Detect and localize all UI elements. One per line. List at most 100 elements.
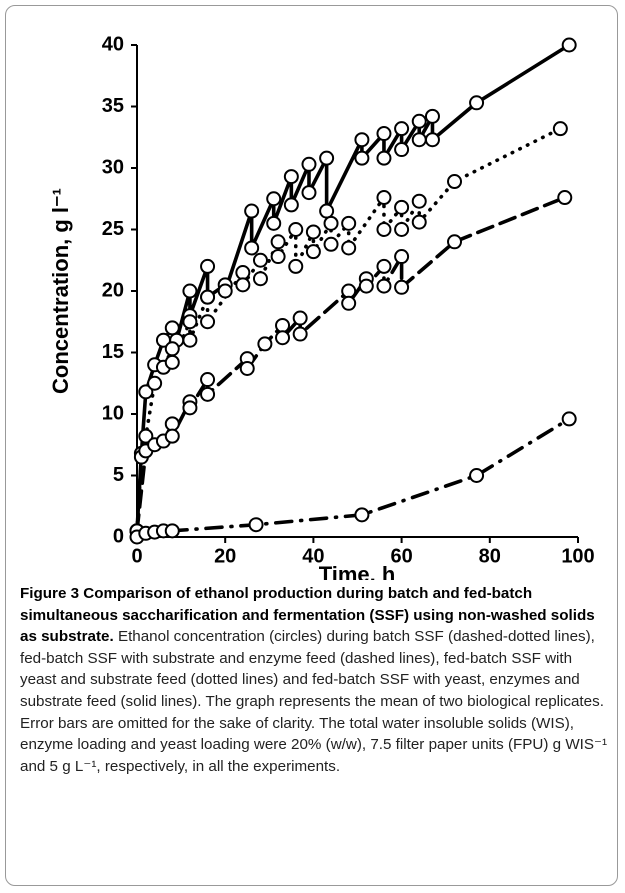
data-point <box>244 203 260 219</box>
data-point <box>164 354 180 370</box>
data-point <box>358 278 374 294</box>
data-point <box>164 320 180 336</box>
data-point <box>354 507 370 523</box>
data-point <box>376 258 392 274</box>
data-point <box>301 156 317 172</box>
data-point <box>200 289 216 305</box>
caption-title: Figure 3 Comparison of ethanol productio… <box>20 585 595 646</box>
x-tick-label: 60 <box>390 545 412 567</box>
data-point <box>561 37 577 53</box>
data-point <box>182 283 198 299</box>
data-point <box>147 375 163 391</box>
series-line <box>135 126 563 533</box>
data-point <box>275 317 291 333</box>
data-point <box>469 95 485 111</box>
data-point <box>376 150 392 166</box>
data-point <box>266 215 282 231</box>
data-point <box>557 190 573 206</box>
x-tick-label: 20 <box>214 545 236 567</box>
data-point <box>447 174 463 190</box>
data-point <box>257 336 273 352</box>
data-point <box>182 400 198 416</box>
data-point <box>394 249 410 265</box>
data-point <box>283 197 299 213</box>
data-point <box>411 193 427 209</box>
data-point <box>235 277 251 293</box>
data-point <box>341 283 357 299</box>
data-point <box>164 416 180 432</box>
data-point <box>411 214 427 230</box>
y-tick-label: 30 <box>102 156 124 178</box>
x-axis-title: Time, h <box>319 562 396 580</box>
data-point <box>283 169 299 185</box>
data-point <box>292 326 308 342</box>
data-point <box>301 185 317 201</box>
data-point <box>252 271 268 287</box>
frame <box>5 5 618 886</box>
data-point <box>182 332 198 348</box>
data-point <box>270 249 286 265</box>
chart: Concentration, g l⁻¹ Time, h 0 5 10 15 20 25 3… <box>48 33 595 580</box>
data-point <box>341 215 357 231</box>
data-point <box>447 234 463 250</box>
y-tick-label: 25 <box>102 218 124 240</box>
data-point <box>200 372 216 388</box>
y-tick-label: 35 <box>102 95 124 117</box>
data-point <box>138 428 154 444</box>
y-axis-title: Concentration, g l⁻¹ <box>48 188 73 394</box>
data-point <box>394 121 410 137</box>
data-point <box>552 121 568 137</box>
data-point <box>138 384 154 400</box>
data-point <box>354 132 370 148</box>
x-tick-label: 80 <box>479 545 501 567</box>
data-point <box>424 132 440 148</box>
data-point <box>266 191 282 207</box>
data-point <box>376 126 392 142</box>
y-tick-label: 5 <box>113 464 124 486</box>
data-point <box>411 132 427 148</box>
data-point <box>252 252 268 268</box>
data-point <box>319 150 335 166</box>
data-point <box>469 468 485 483</box>
data-point <box>200 314 216 330</box>
data-point <box>323 236 339 252</box>
data-point <box>411 113 427 129</box>
x-tick-label: 100 <box>561 545 594 567</box>
data-point <box>270 234 286 250</box>
data-point <box>561 411 577 427</box>
data-point <box>394 199 410 215</box>
data-point <box>319 203 335 219</box>
x-tick-label: 40 <box>302 545 324 567</box>
data-point <box>239 360 255 376</box>
data-point <box>292 310 308 326</box>
y-tick-label: 10 <box>102 402 124 424</box>
data-point <box>164 341 180 357</box>
data-point <box>248 517 264 533</box>
data-point <box>424 108 440 124</box>
data-point <box>164 523 180 539</box>
data-point <box>182 314 198 330</box>
data-point <box>288 222 304 237</box>
data-point <box>200 386 216 402</box>
y-tick-label: 20 <box>102 279 124 301</box>
y-tick-label: 0 <box>113 525 124 547</box>
data-point <box>244 240 260 256</box>
data-point <box>376 278 392 294</box>
data-point <box>275 330 291 346</box>
caption-text: Ethanol concentration (circles) during b… <box>20 628 608 775</box>
data-point <box>376 190 392 206</box>
data-point <box>394 279 410 295</box>
data-point <box>394 142 410 158</box>
data-point <box>354 150 370 166</box>
data-point <box>235 265 251 281</box>
y-tick-label: 40 <box>102 33 124 55</box>
x-tick-label: 0 <box>131 545 142 567</box>
series-line <box>135 417 571 539</box>
data-point <box>341 295 357 311</box>
data-point <box>200 258 216 274</box>
caption: Figure 3 Comparison of ethanol productio… <box>20 583 612 777</box>
data-point <box>217 283 233 299</box>
data-point <box>341 240 357 256</box>
data-point <box>376 222 392 237</box>
